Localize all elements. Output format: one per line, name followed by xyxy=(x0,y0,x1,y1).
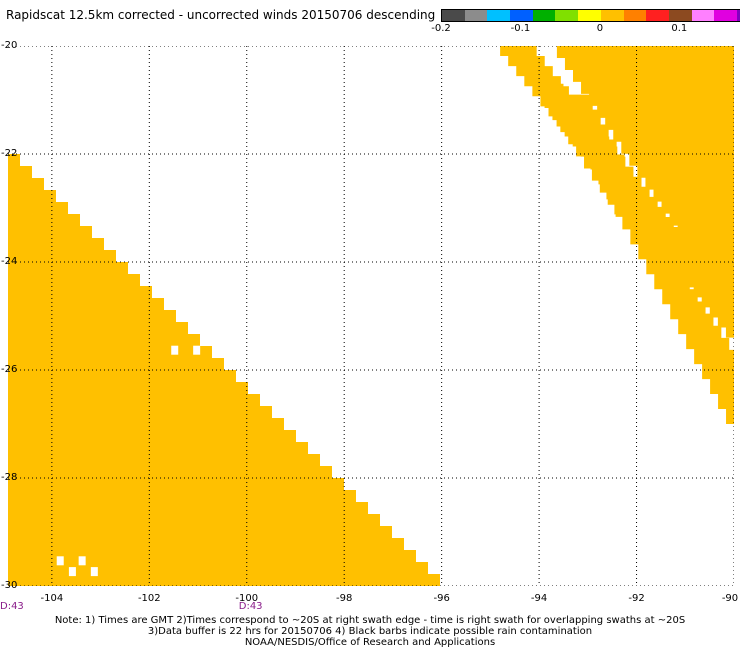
map-canvas xyxy=(8,46,734,586)
latitude-tick-label: -26 xyxy=(1,364,18,375)
colorbar-swatch xyxy=(736,10,740,21)
footnote-line-3: NOAA/NESDIS/Office of Research and Appli… xyxy=(244,637,496,648)
latitude-tick-label: -22 xyxy=(1,148,18,159)
swath-right-block xyxy=(548,46,734,322)
colorbar-swatch xyxy=(600,10,624,21)
colorbar-swatch xyxy=(555,10,579,21)
longitude-tick-label: -98 xyxy=(336,593,353,604)
colorbar-tick-label: -0.2 xyxy=(431,23,451,34)
colorbar-legend: -0.2-0.100.10.2 xyxy=(431,9,740,37)
longitude-tick-label: -92 xyxy=(628,593,645,604)
data-gap xyxy=(56,556,64,566)
swath-band-3 xyxy=(558,94,734,424)
colorbar-swatch xyxy=(578,10,601,21)
longitude-tick-label: -102 xyxy=(137,593,161,604)
latitude-tick-label: -28 xyxy=(1,472,18,483)
colorbar-swatch xyxy=(464,10,488,21)
data-gap xyxy=(78,556,86,566)
longitude-tick-label: -104 xyxy=(40,593,64,604)
colorbar-swatch xyxy=(668,10,692,21)
longitude-tick-label: -90 xyxy=(721,593,739,604)
colorbar-swatch xyxy=(510,10,533,21)
data-gap xyxy=(90,567,98,577)
latitude-tick-label: -30 xyxy=(1,580,18,591)
swath-time-label: D:43 xyxy=(238,601,263,612)
longitude-tick-label: -94 xyxy=(530,593,548,604)
latitude-tick-label: -20 xyxy=(1,40,18,51)
colorbar-tick-label: 0 xyxy=(596,23,604,34)
longitude-tick-label: -96 xyxy=(433,593,450,604)
swath-time-label: D:43 xyxy=(0,601,24,612)
colorbar-swatch xyxy=(646,10,669,21)
colorbar-swatch xyxy=(532,10,556,21)
colorbar-swatch xyxy=(714,10,737,21)
colorbar-swatches xyxy=(441,9,740,22)
colorbar-swatch xyxy=(442,10,465,21)
data-gap xyxy=(193,345,201,355)
colorbar-tick-labels: -0.2-0.100.10.2 xyxy=(431,23,740,37)
data-gap xyxy=(68,567,76,577)
colorbar-tick-label: -0.1 xyxy=(510,23,531,34)
colorbar-swatch xyxy=(487,10,511,21)
map-title: Rapidscat 12.5km corrected - uncorrected… xyxy=(6,8,436,22)
footnote-line-1: Note: 1) Times are GMT 2)Times correspon… xyxy=(54,615,686,626)
longitude-tick-label: -100 xyxy=(235,593,259,604)
footnote-line-2: 3)Data buffer is 22 hrs for 20150706 4) … xyxy=(147,626,593,637)
data-gap xyxy=(171,345,179,355)
colorbar-swatch xyxy=(691,10,715,21)
colorbar-tick-label: 0.1 xyxy=(671,23,688,34)
latitude-tick-label: -24 xyxy=(1,256,18,267)
colorbar-swatch xyxy=(623,10,647,21)
wind-difference-map xyxy=(8,46,734,586)
footnotes: Note: 1) Times are GMT 2)Times correspon… xyxy=(0,615,740,648)
